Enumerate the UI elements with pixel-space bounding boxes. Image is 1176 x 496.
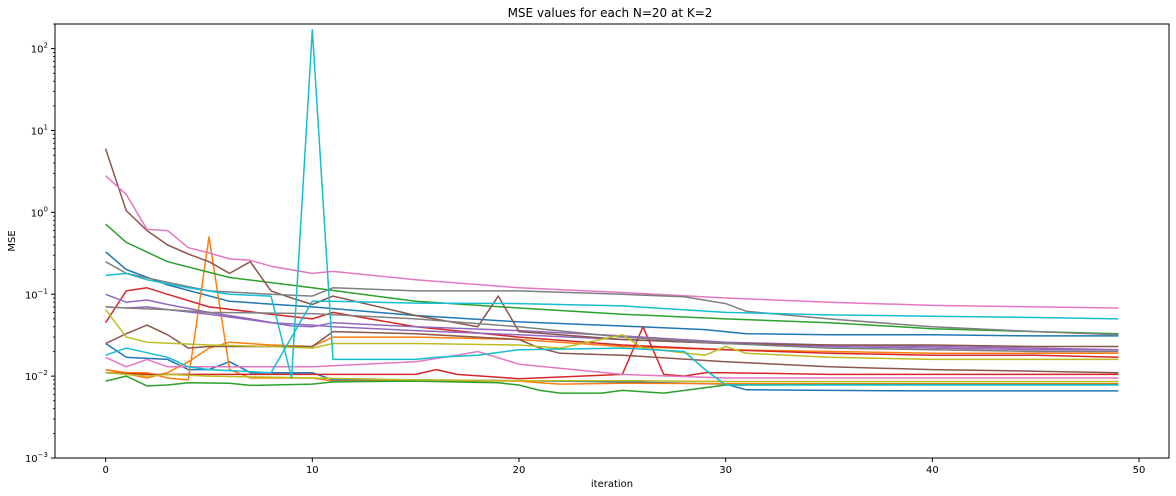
series-line-18 [105, 371, 1119, 383]
y-tick-label: 101 [31, 124, 48, 138]
y-axis-label: MSE [7, 230, 18, 251]
series-line-5 [105, 223, 1119, 335]
series-line-4 [105, 336, 1119, 379]
y-tick-label: 102 [31, 42, 48, 56]
x-axis: 0 10 20 30 40 50 [102, 458, 1145, 476]
series-line-10 [105, 306, 1119, 351]
plot-frame [54, 23, 1170, 459]
y-tick-label: 10−2 [25, 369, 48, 383]
series-line-14 [105, 350, 1119, 379]
series-line-7 [104, 287, 1119, 359]
series-line-15 [105, 261, 1119, 336]
series-line-19 [105, 29, 1119, 386]
x-tick-label: 20 [513, 465, 526, 476]
series-line-11 [104, 148, 1119, 348]
series-line-16 [105, 306, 1119, 353]
x-axis-label: iteration [591, 479, 633, 490]
y-tick-label: 10−1 [25, 287, 48, 301]
series-line-1 [105, 251, 1119, 337]
series-line-3 [105, 236, 1119, 385]
y-tick-label: 10−3 [25, 451, 48, 465]
x-tick-label: 30 [719, 465, 732, 476]
x-tick-label: 10 [306, 465, 319, 476]
x-tick-label: 40 [926, 465, 939, 476]
series-layer [104, 29, 1119, 394]
series-line-13 [105, 175, 1119, 309]
series-line-2 [105, 342, 1119, 392]
series-line-12 [105, 324, 1119, 374]
x-tick-label: 50 [1133, 465, 1146, 476]
y-axis: 10−3 10−2 10−1 100 101 102 [25, 23, 55, 465]
y-tick-label: 100 [31, 205, 48, 219]
series-line-20 [105, 300, 1119, 374]
series-line-17 [105, 309, 1119, 361]
chart-title: MSE values for each N=20 at K=2 [508, 6, 713, 20]
x-tick-label: 0 [102, 465, 108, 476]
